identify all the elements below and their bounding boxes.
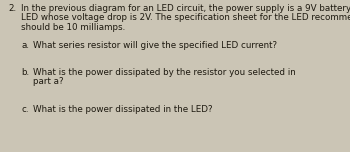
Text: b.: b. [21, 68, 29, 77]
Text: a.: a. [21, 40, 29, 50]
Text: What series resistor will give the specified LED current?: What series resistor will give the speci… [33, 40, 277, 50]
Text: c.: c. [21, 105, 28, 114]
Text: In the previous diagram for an LED circuit, the power supply is a 9V battery and: In the previous diagram for an LED circu… [21, 4, 350, 13]
Text: part a?: part a? [33, 78, 64, 86]
Text: What is the power dissipated in the LED?: What is the power dissipated in the LED? [33, 105, 213, 114]
Text: What is the power dissipated by the resistor you selected in: What is the power dissipated by the resi… [33, 68, 296, 77]
Text: 2.: 2. [8, 4, 16, 13]
Text: should be 10 milliamps.: should be 10 milliamps. [21, 23, 125, 32]
Text: LED whose voltage drop is 2V. The specification sheet for the LED recommends tha: LED whose voltage drop is 2V. The specif… [21, 14, 350, 22]
